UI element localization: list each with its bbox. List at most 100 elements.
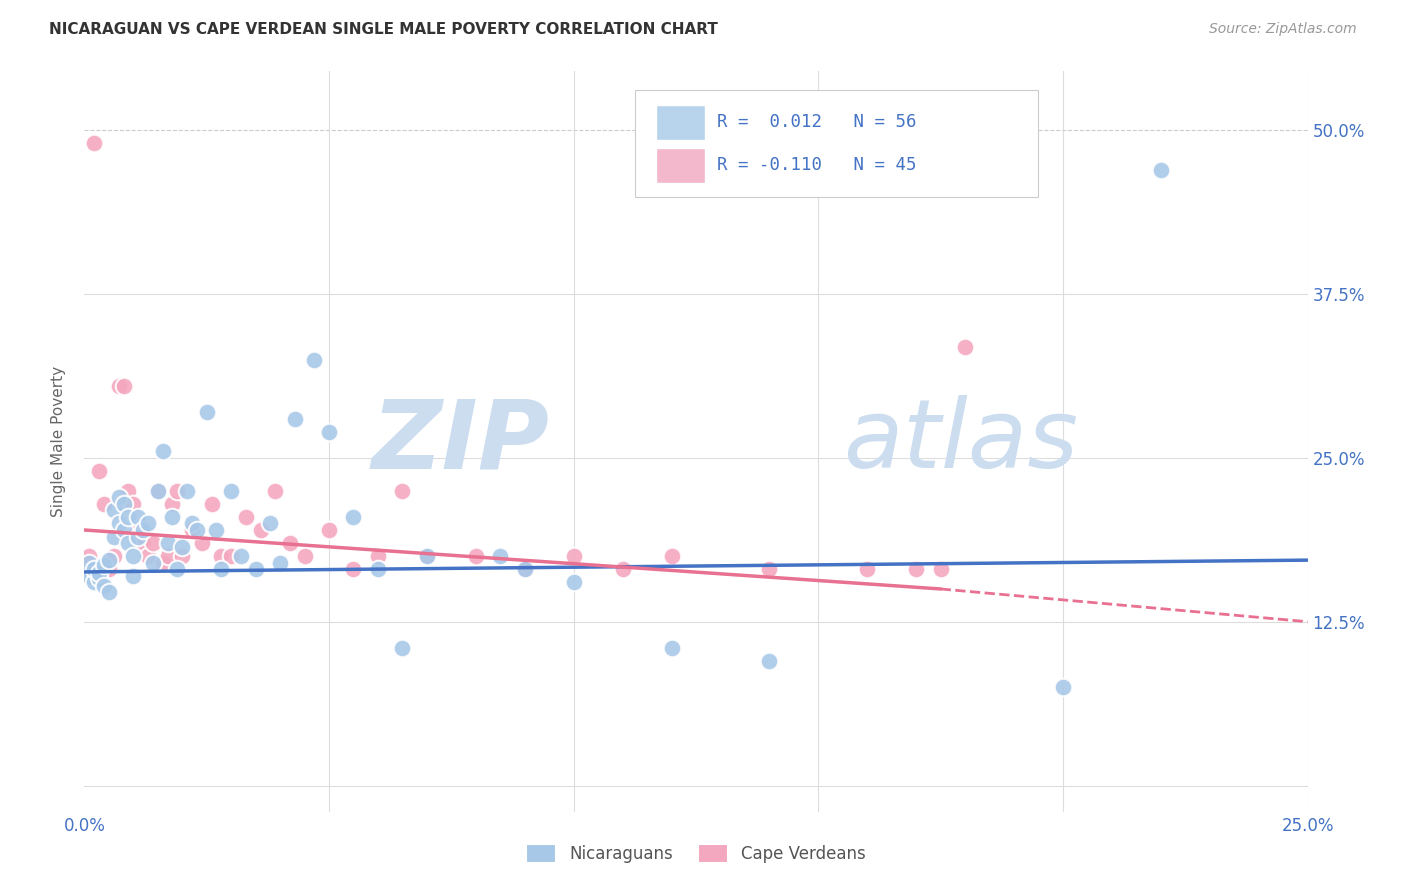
Point xyxy=(97,553,120,567)
Point xyxy=(136,516,159,531)
Point xyxy=(342,509,364,524)
Point xyxy=(97,562,120,576)
Point xyxy=(172,549,194,564)
Point xyxy=(562,549,585,564)
Point xyxy=(93,579,115,593)
Legend: Nicaraguans, Cape Verdeans: Nicaraguans, Cape Verdeans xyxy=(519,838,873,870)
Point xyxy=(249,523,271,537)
Point xyxy=(235,509,257,524)
Point xyxy=(146,483,169,498)
Point xyxy=(103,530,125,544)
Point xyxy=(112,497,135,511)
Point xyxy=(416,549,439,564)
Point xyxy=(162,509,184,524)
Point xyxy=(127,509,149,524)
Point xyxy=(156,536,179,550)
Point xyxy=(162,497,184,511)
Point xyxy=(97,584,120,599)
Point xyxy=(191,536,214,550)
Point xyxy=(93,558,115,573)
Point xyxy=(284,411,307,425)
Text: R = -0.110   N = 45: R = -0.110 N = 45 xyxy=(717,156,917,174)
Text: Source: ZipAtlas.com: Source: ZipAtlas.com xyxy=(1209,22,1357,37)
Point xyxy=(112,523,135,537)
Point xyxy=(464,549,486,564)
Point xyxy=(264,483,287,498)
Point xyxy=(367,562,389,576)
Point xyxy=(229,549,252,564)
Text: atlas: atlas xyxy=(842,395,1078,488)
Point xyxy=(219,483,242,498)
Point xyxy=(77,556,100,570)
Point xyxy=(132,523,155,537)
Point xyxy=(156,549,179,564)
Point xyxy=(367,549,389,564)
Point xyxy=(112,379,135,393)
Point xyxy=(181,516,204,531)
Point xyxy=(176,483,198,498)
Point xyxy=(122,549,145,564)
Point xyxy=(1052,680,1074,694)
Point xyxy=(391,483,413,498)
Point xyxy=(661,640,683,655)
Point xyxy=(391,640,413,655)
Point xyxy=(416,549,439,564)
Point xyxy=(77,549,100,564)
Point xyxy=(200,497,222,511)
Point xyxy=(294,549,316,564)
Point xyxy=(342,562,364,576)
Point xyxy=(83,575,105,590)
Point xyxy=(152,444,174,458)
Point xyxy=(758,562,780,576)
Point xyxy=(132,536,155,550)
Point xyxy=(269,556,291,570)
Point xyxy=(107,379,129,393)
Point xyxy=(122,497,145,511)
Point xyxy=(127,530,149,544)
Point xyxy=(513,562,536,576)
Point xyxy=(612,562,634,576)
Point xyxy=(146,483,169,498)
Point xyxy=(513,562,536,576)
Point xyxy=(93,497,115,511)
Point xyxy=(117,483,139,498)
Point xyxy=(136,549,159,564)
Text: R =  0.012   N = 56: R = 0.012 N = 56 xyxy=(717,113,917,131)
Point xyxy=(905,562,928,576)
Point xyxy=(142,556,165,570)
Point xyxy=(186,523,208,537)
Point xyxy=(209,562,232,576)
Point xyxy=(195,405,218,419)
Point xyxy=(1150,162,1173,177)
Point xyxy=(245,562,267,576)
Point xyxy=(259,516,281,531)
Point xyxy=(205,523,228,537)
Point xyxy=(103,503,125,517)
Point xyxy=(758,654,780,668)
Point xyxy=(142,536,165,550)
Point xyxy=(953,339,976,353)
Point xyxy=(209,549,232,564)
Point xyxy=(929,562,952,576)
Point xyxy=(172,540,194,554)
Point xyxy=(117,509,139,524)
Point xyxy=(181,523,204,537)
Point xyxy=(661,549,683,564)
Point xyxy=(856,562,879,576)
Point xyxy=(166,562,188,576)
Point xyxy=(127,523,149,537)
Y-axis label: Single Male Poverty: Single Male Poverty xyxy=(51,366,66,517)
Point xyxy=(318,523,340,537)
Text: ZIP: ZIP xyxy=(371,395,550,488)
Point xyxy=(219,549,242,564)
Point xyxy=(318,425,340,439)
Point xyxy=(103,549,125,564)
Point xyxy=(166,483,188,498)
Point xyxy=(304,352,326,367)
Bar xyxy=(655,104,704,140)
Point xyxy=(87,572,110,586)
Point xyxy=(107,490,129,504)
FancyBboxPatch shape xyxy=(636,90,1039,197)
Point xyxy=(83,562,105,576)
Point xyxy=(107,516,129,531)
